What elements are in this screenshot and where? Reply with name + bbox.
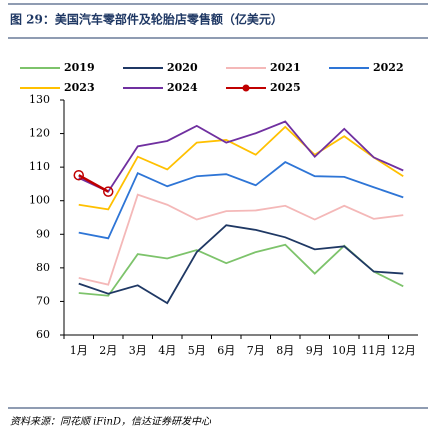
series-line [78, 193, 404, 286]
y-tick-label: 70 [36, 294, 50, 307]
legend-label: 2023 [64, 81, 95, 94]
series-line [78, 224, 404, 305]
series-line [78, 120, 404, 193]
x-tick-label: 8月 [276, 344, 294, 357]
chart-title: 图 29：美国汽车零部件及轮胎店零售额（亿美元） [10, 12, 283, 27]
data-point [73, 169, 84, 181]
y-tick-label: 60 [36, 328, 50, 341]
x-tick-label: 9月 [306, 344, 324, 357]
source: 资料来源：同花顺 iFinD，信达证券研发中心 [10, 416, 212, 428]
y-tick-label: 110 [29, 160, 50, 173]
y-tick-label: 80 [36, 261, 50, 274]
series-line [78, 125, 404, 211]
series-line [78, 161, 404, 240]
legend-label: 2025 [270, 81, 301, 94]
legend-label: 2020 [167, 61, 198, 74]
legend-marker [242, 84, 250, 92]
x-tick-label: 5月 [188, 344, 206, 357]
y-tick-label: 130 [29, 93, 50, 106]
data-point [103, 186, 114, 197]
x-tick-label: 1月 [70, 344, 88, 357]
legend-label: 2021 [270, 61, 301, 74]
x-tick-label: 2月 [99, 344, 117, 357]
y-tick-label: 120 [29, 127, 50, 140]
x-tick-label: 10月 [332, 344, 357, 357]
x-tick-label: 12月 [391, 344, 416, 357]
legend-label: 2024 [167, 81, 198, 94]
x-tick-label: 6月 [217, 344, 235, 357]
x-tick-label: 11月 [361, 344, 386, 357]
y-tick-label: 90 [36, 227, 50, 240]
x-tick-label: 7月 [247, 344, 265, 357]
y-tick-label: 100 [29, 194, 50, 207]
series-line [78, 174, 109, 193]
x-tick-label: 3月 [129, 344, 147, 357]
legend-label: 2019 [64, 61, 95, 74]
legend-label: 2022 [373, 61, 404, 74]
x-tick-label: 4月 [158, 344, 176, 357]
